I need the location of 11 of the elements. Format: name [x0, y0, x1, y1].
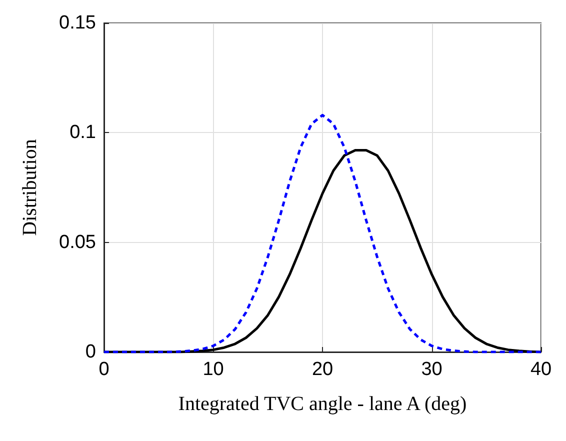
y-tick-label: 0.05 — [59, 232, 96, 253]
y-axis-title: Distribution — [19, 139, 41, 236]
y-tick-label: 0.1 — [70, 122, 96, 144]
y-tick-label: 0 — [85, 342, 96, 362]
x-tick-label: 40 — [530, 359, 552, 380]
x-tick-label: 30 — [421, 359, 442, 380]
x-tick-label: 0 — [98, 359, 110, 380]
x-tick-label: 20 — [312, 359, 334, 380]
x-tick-label: 10 — [202, 359, 224, 380]
x-axis-title: Integrated TVC angle - lane A (deg) — [178, 393, 467, 415]
y-tick-label: 0.15 — [59, 12, 96, 34]
